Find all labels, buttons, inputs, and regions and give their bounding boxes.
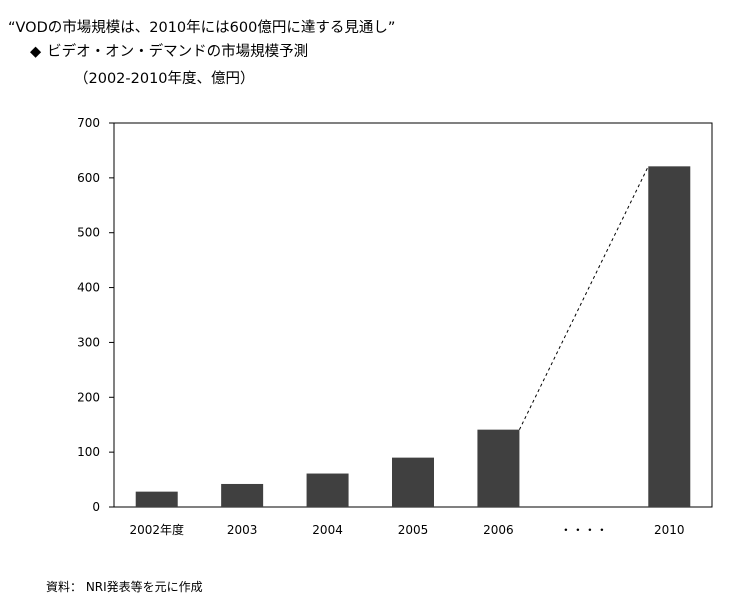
trend-dashed-line [518,166,649,430]
x-tick-label: 2004 [312,523,343,537]
plot-area: 0 100 200 300 400 500 600 700 2002年度 2003 2004 2005… [77,116,713,537]
diamond-bullet-icon: ◆ [30,44,42,60]
bar [648,166,691,507]
x-tick-label: 2002年度 [129,522,184,537]
y-tick-label: 700 [77,116,100,130]
x-tick-label: 2010 [654,523,685,537]
x-tick-label: 2003 [227,523,258,537]
y-tick-label: 200 [77,390,100,404]
y-tick-label: 600 [77,171,100,185]
chart-subtitle-text: ビデオ・オン・デマンドの市場規模予測 [47,44,309,60]
bar [477,429,520,507]
plot-frame [113,122,713,508]
x-tick-label: ・・・・ [560,523,608,537]
x-tick-label: 2005 [398,523,429,537]
chart-subtitle: ◆ ビデオ・オン・デマンドの市場規模予測 [30,40,308,61]
bar [392,457,434,507]
y-tick-label: 100 [77,445,100,459]
y-tick-label: 500 [77,226,100,240]
chart-title: “VODの市場規模は、2010年には600億円に達する見通し” [8,20,396,36]
bar [135,491,178,507]
y-tick-label: 300 [77,335,100,349]
bar [221,483,264,507]
chart-period-label: （2002-2010年度、億円） [74,71,255,87]
x-tick-label: 2006 [483,523,514,537]
bar [306,473,349,507]
y-tick-label: 0 [92,500,100,514]
source-note: 資料： NRI発表等を元に作成 [46,580,203,594]
y-tick-label: 400 [77,281,100,295]
